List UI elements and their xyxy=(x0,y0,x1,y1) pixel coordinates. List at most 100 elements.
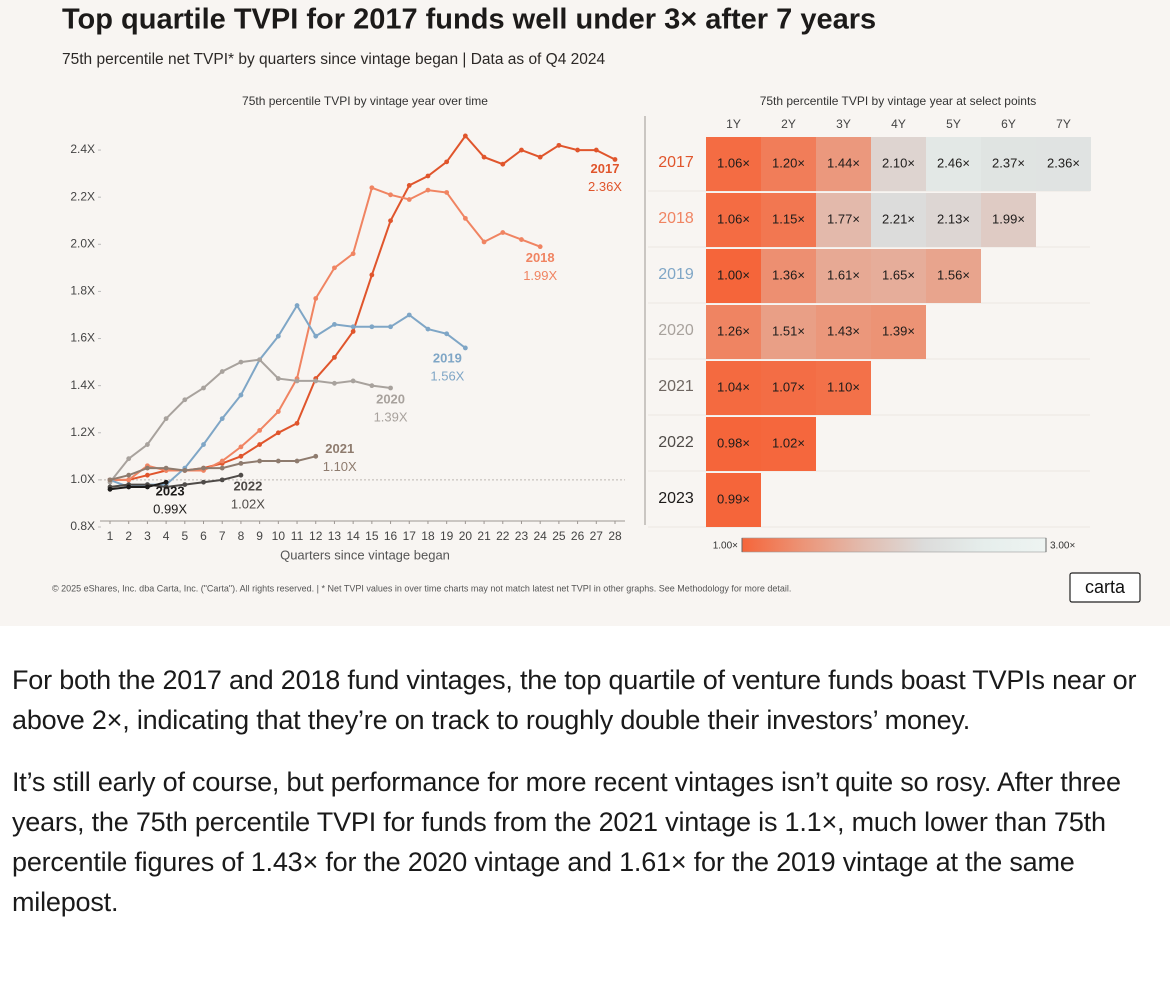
x-tick-label: 13 xyxy=(328,529,342,543)
series-label: 2022 xyxy=(233,479,262,494)
x-axis-label: Quarters since vintage began xyxy=(280,547,450,562)
data-point xyxy=(462,345,468,351)
cell-label: 1.65× xyxy=(882,267,915,282)
colorbar-label: 1.00× xyxy=(713,541,738,552)
data-point xyxy=(313,296,319,301)
column-label: 3Y xyxy=(836,117,851,131)
data-point xyxy=(313,333,319,339)
data-point xyxy=(388,324,393,330)
end-value-label: 1.02X xyxy=(231,497,265,512)
data-point xyxy=(369,185,375,191)
x-tick-label: 20 xyxy=(459,529,473,543)
data-point xyxy=(294,458,300,464)
heatmap-cell xyxy=(706,361,761,415)
x-tick-label: 10 xyxy=(272,529,286,543)
data-point xyxy=(257,357,263,363)
data-point xyxy=(481,239,487,245)
heatmap-cell xyxy=(761,361,816,415)
y-tick-label: 2.4X xyxy=(70,142,95,156)
series-label: 2023 xyxy=(156,484,185,499)
data-point xyxy=(500,230,506,235)
colorbar-label: 3.00× xyxy=(1050,541,1075,552)
heatmap-cell xyxy=(1036,137,1091,191)
data-point xyxy=(575,147,580,153)
row-label: 2017 xyxy=(658,154,694,171)
data-point xyxy=(126,484,132,490)
data-point xyxy=(257,442,263,447)
heatmap-cell xyxy=(816,193,871,247)
logo: carta xyxy=(1085,577,1126,597)
heatmap-cell xyxy=(871,249,926,303)
cell-label: 1.56× xyxy=(937,267,970,282)
infographic: Top quartile TVPI for 2017 funds well un… xyxy=(0,0,1170,626)
x-tick-label: 6 xyxy=(200,529,207,543)
y-tick-label: 1.4X xyxy=(70,378,95,392)
heatmap-cell xyxy=(706,305,761,359)
x-tick-label: 19 xyxy=(440,529,454,543)
heatmap-cell xyxy=(981,193,1036,247)
column-label: 6Y xyxy=(1001,117,1016,131)
data-point xyxy=(126,456,132,462)
data-point xyxy=(332,265,337,271)
heatmap-cell xyxy=(871,137,926,191)
data-point xyxy=(275,430,281,436)
data-point xyxy=(332,380,337,386)
data-point xyxy=(275,376,281,381)
heatmap-cell xyxy=(706,193,761,247)
data-point xyxy=(519,147,524,153)
data-point xyxy=(369,383,375,389)
data-point xyxy=(462,133,468,139)
article: For both the 2017 and 2018 fund vintages… xyxy=(12,660,1164,944)
data-point xyxy=(425,173,431,179)
cell-label: 2.36× xyxy=(1047,155,1080,170)
heatmap-cell xyxy=(706,137,761,191)
x-tick-label: 12 xyxy=(309,529,323,543)
colorbar xyxy=(741,537,1047,553)
heatmap-cell xyxy=(981,137,1036,191)
x-tick-label: 11 xyxy=(291,529,304,543)
y-tick-label: 1.6X xyxy=(70,331,95,345)
data-point xyxy=(257,428,263,433)
cell-label: 1.06× xyxy=(717,211,750,226)
data-point xyxy=(444,159,450,165)
cell-label: 1.04× xyxy=(717,379,750,394)
data-point xyxy=(350,378,356,384)
data-point xyxy=(275,333,281,339)
heatmap-cell xyxy=(926,193,981,247)
data-point xyxy=(257,458,263,464)
end-value-label: 0.99X xyxy=(153,502,187,517)
data-point xyxy=(201,442,206,447)
data-point xyxy=(182,468,188,473)
data-point xyxy=(145,472,150,478)
data-point xyxy=(332,321,337,327)
cell-label: 1.26× xyxy=(717,323,750,338)
data-point xyxy=(294,378,300,384)
x-tick-label: 5 xyxy=(181,529,188,543)
cell-label: 2.13× xyxy=(937,211,970,226)
data-point xyxy=(219,465,225,471)
cell-label: 1.10× xyxy=(827,379,860,394)
x-tick-label: 8 xyxy=(238,529,245,543)
cell-label: 1.02× xyxy=(772,435,805,450)
cell-label: 1.15× xyxy=(772,211,805,226)
chart-title: 75th percentile TVPI by vintage year at … xyxy=(760,94,1037,108)
cell-label: 1.43× xyxy=(827,323,860,338)
heatmap-cell xyxy=(816,249,871,303)
heatmap-cell xyxy=(761,137,816,191)
y-tick-label: 2.2X xyxy=(70,189,95,203)
data-point xyxy=(238,460,244,466)
series-line xyxy=(109,455,316,481)
data-point xyxy=(537,154,543,160)
heatmap-cell xyxy=(816,137,871,191)
x-tick-label: 3 xyxy=(144,529,151,543)
data-point xyxy=(369,324,375,330)
cell-label: 1.00× xyxy=(717,267,750,282)
data-point xyxy=(612,157,618,162)
y-tick-label: 1.2X xyxy=(70,425,95,439)
data-point xyxy=(369,272,375,278)
data-point xyxy=(556,142,562,148)
end-value-label: 1.99X xyxy=(523,268,557,283)
end-value-label: 1.10X xyxy=(323,459,357,474)
data-point xyxy=(182,482,188,487)
cell-label: 1.77× xyxy=(827,211,860,226)
